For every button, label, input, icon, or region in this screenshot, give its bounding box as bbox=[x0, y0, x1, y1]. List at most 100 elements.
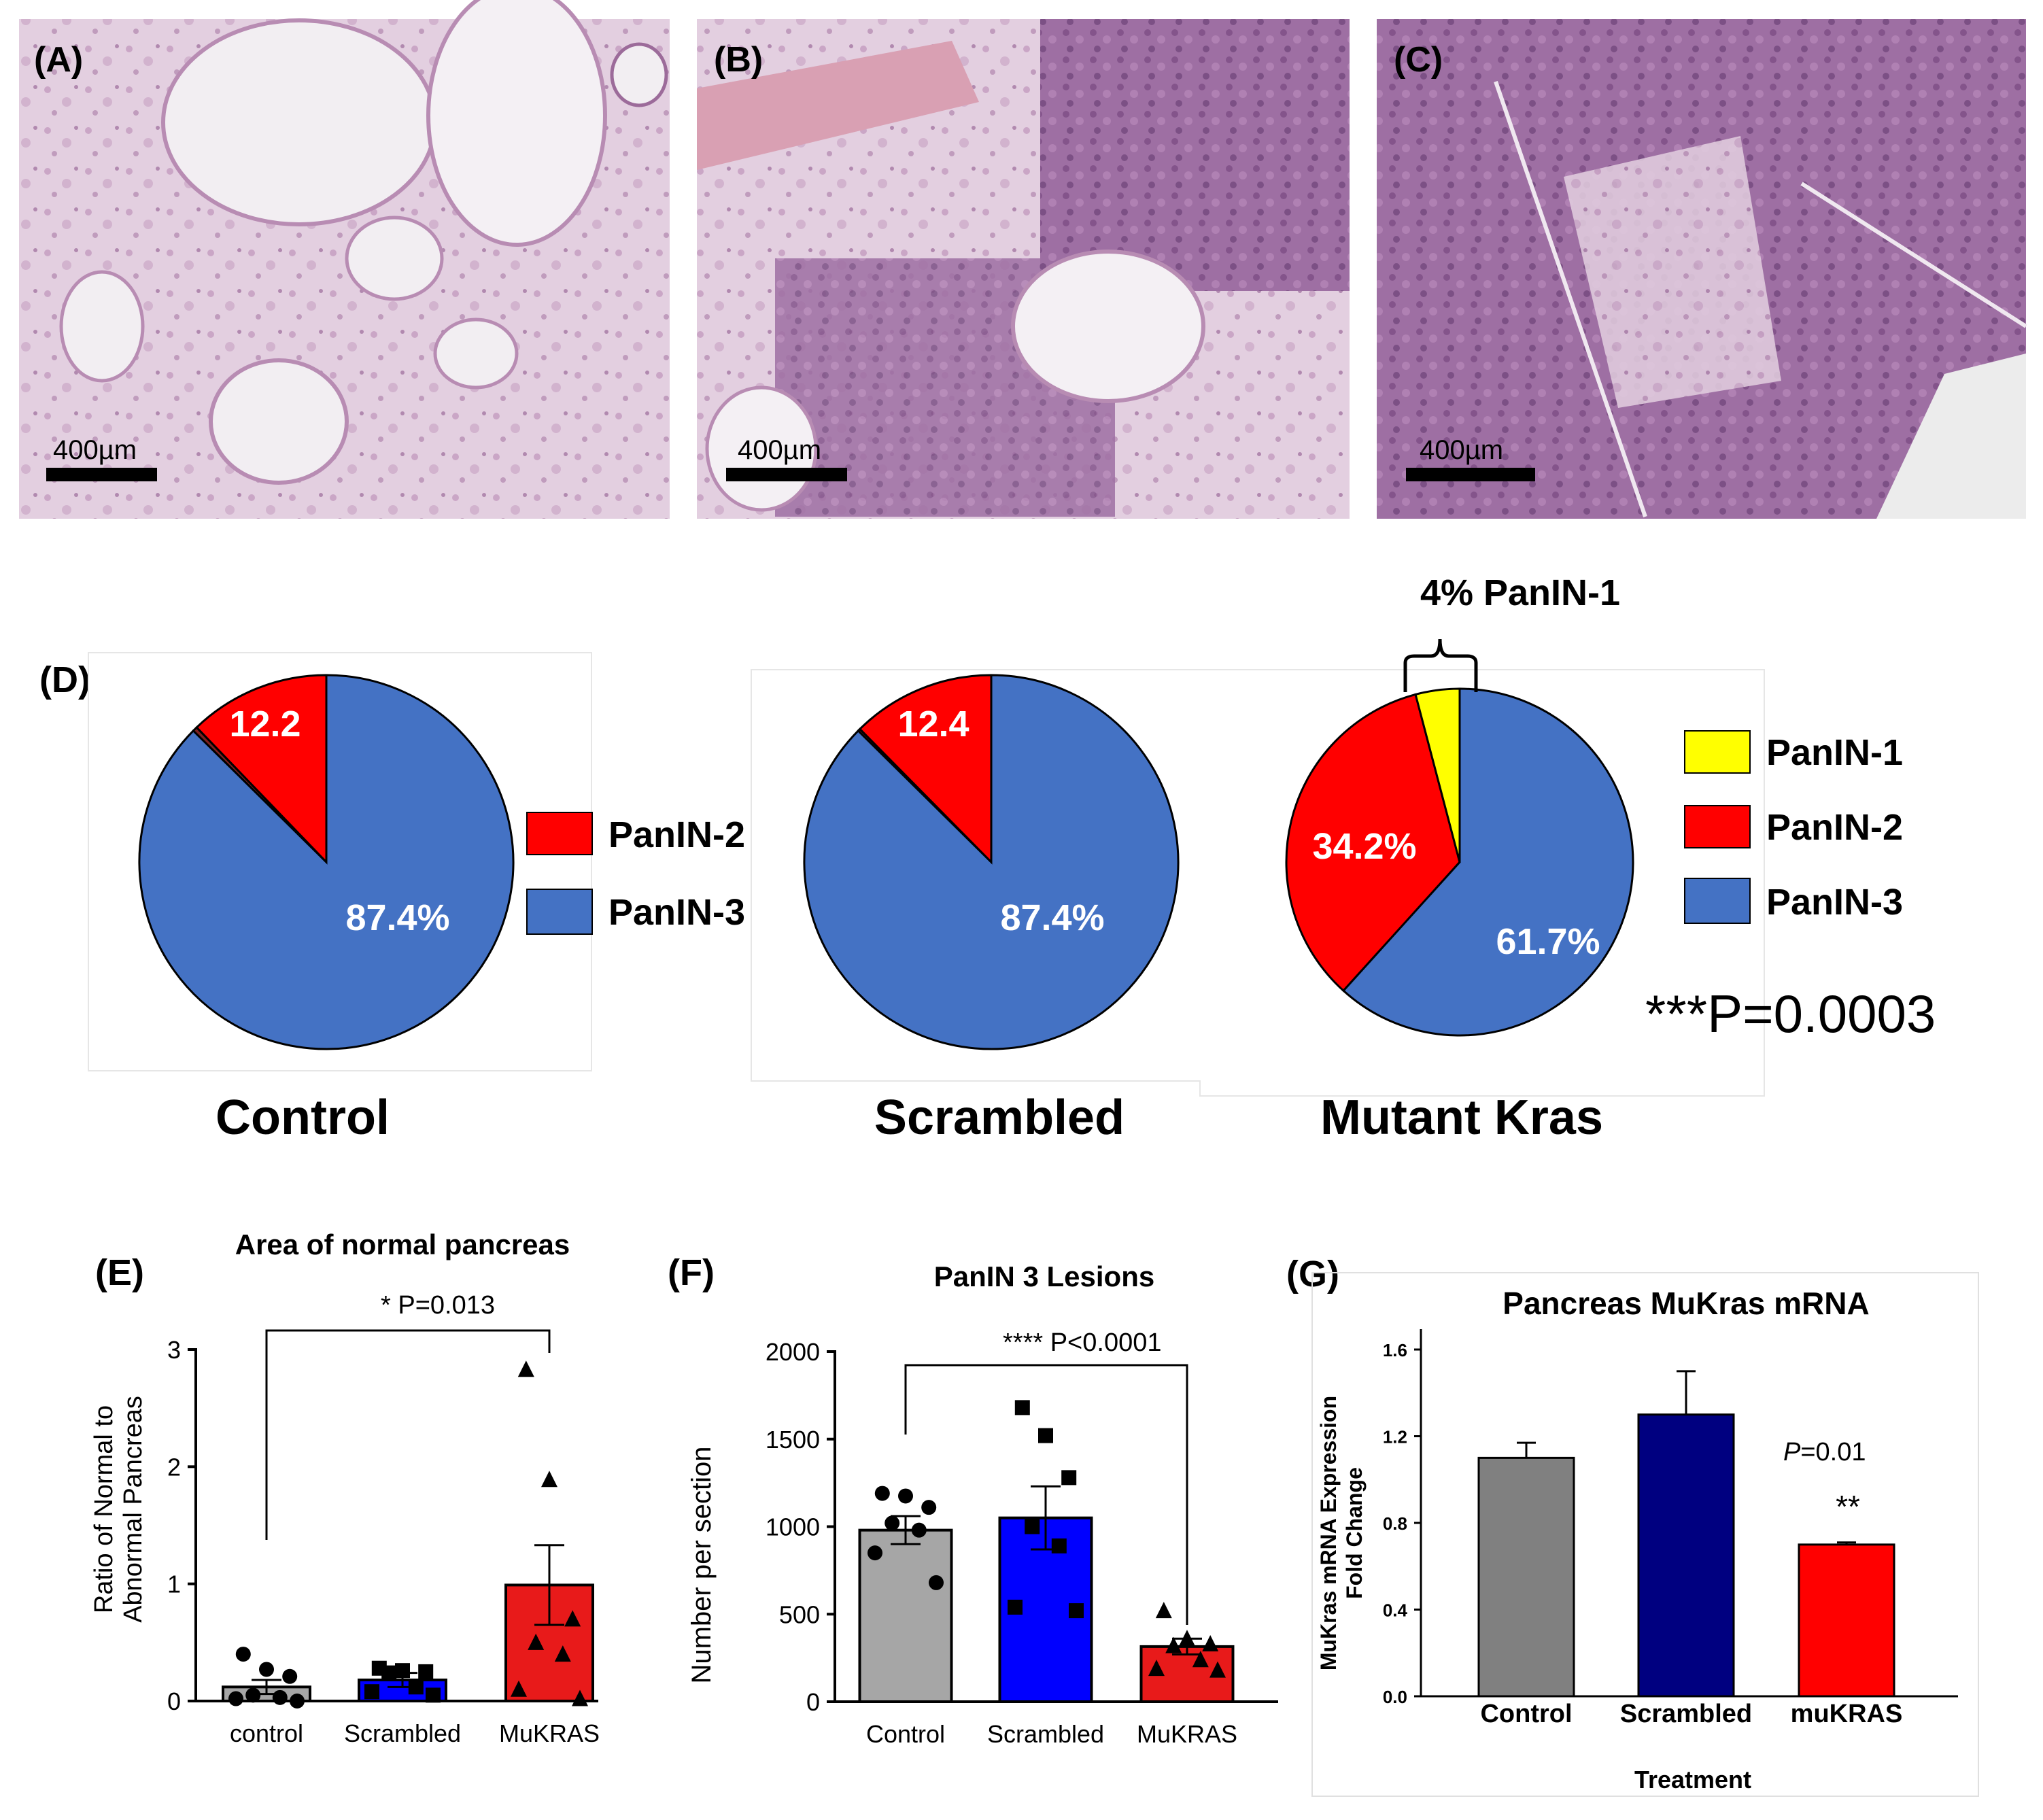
data-point-control bbox=[874, 1486, 890, 1501]
legend-label-panin2-right: PanIN-2 bbox=[1766, 807, 1903, 848]
x-tick-label: Control bbox=[1480, 1700, 1572, 1728]
data-point-mukras bbox=[541, 1471, 557, 1488]
pie-brace bbox=[1403, 638, 1478, 692]
x-tick-label: Scrambled bbox=[1620, 1700, 1752, 1728]
scale-bar-b-label: 400µm bbox=[738, 435, 821, 465]
micrograph-a: (A) 400µm bbox=[19, 0, 670, 519]
data-point-mukras bbox=[1202, 1635, 1219, 1652]
panel-f: (F) PanIN 3 Lesions 0 500 1000 1500 2000 Cont… bbox=[668, 1252, 1278, 1748]
data-point-control bbox=[259, 1662, 274, 1677]
data-point-mukras bbox=[1179, 1630, 1195, 1647]
y-tick-label: 1500 bbox=[766, 1426, 820, 1454]
micrograph-a-label: (A) bbox=[34, 40, 83, 80]
y-tick-label: 0.0 bbox=[1383, 1687, 1407, 1707]
chart-f-sig-label: **** P<0.0001 bbox=[1003, 1328, 1161, 1357]
x-tick-label: Scrambled bbox=[344, 1719, 461, 1747]
data-point-scrambled bbox=[1025, 1519, 1040, 1534]
y-tick-label: 2000 bbox=[766, 1338, 820, 1366]
legend-swatch-panin2-right bbox=[1684, 805, 1751, 848]
chart-g-ylabel-1: MuKras mRNA Expression bbox=[1316, 1396, 1341, 1670]
bar-chart-f: 0 500 1000 1500 2000 Control Scrambled MuKRAS bbox=[766, 1338, 1278, 1748]
significance-bracket bbox=[904, 1364, 1188, 1625]
data-point-mukras bbox=[517, 1360, 534, 1377]
chart-g-sig-label: ** bbox=[1836, 1489, 1860, 1524]
pie-slice-panin-2 bbox=[1285, 693, 1461, 993]
panel-d-label: (D) bbox=[39, 659, 90, 700]
chart-g-p-value: =0.01 bbox=[1800, 1438, 1866, 1466]
data-point-control bbox=[911, 1522, 927, 1538]
scale-bar-c-label: 400µm bbox=[1420, 435, 1503, 465]
x-tick-label: MuKRAS bbox=[1137, 1720, 1237, 1748]
data-point-scrambled bbox=[364, 1684, 379, 1700]
data-point-mukras bbox=[1192, 1651, 1209, 1668]
data-point-control bbox=[245, 1687, 261, 1703]
data-point-scrambled bbox=[1008, 1599, 1023, 1615]
data-point-scrambled bbox=[1069, 1603, 1084, 1619]
chart-f-ylabel: Number per section bbox=[687, 1446, 717, 1683]
data-point-control bbox=[282, 1668, 298, 1684]
pie-slice-panin-2 bbox=[195, 674, 328, 865]
pie-label-panin-3: 61.7% bbox=[1496, 921, 1600, 962]
y-tick-label: 1.2 bbox=[1383, 1427, 1407, 1447]
pie-slice-panin-1 bbox=[1414, 687, 1461, 863]
panel-e-label: (E) bbox=[95, 1252, 144, 1293]
data-point-mukras bbox=[1165, 1636, 1182, 1653]
data-point-scrambled bbox=[1014, 1400, 1030, 1415]
legend-label-panin3-right: PanIN-3 bbox=[1766, 882, 1903, 923]
legend-label-panin2-left: PanIN-2 bbox=[608, 814, 745, 855]
legend-swatch-panin3-right bbox=[1684, 878, 1751, 924]
x-tick-label: Control bbox=[866, 1720, 945, 1748]
pie-label-panin-3: 87.4% bbox=[1000, 897, 1104, 938]
chart-e-sig-label: * P=0.013 bbox=[381, 1291, 495, 1320]
scale-bar-c bbox=[1406, 468, 1535, 481]
data-point-scrambled bbox=[1038, 1428, 1053, 1443]
data-point-mukras bbox=[564, 1610, 581, 1627]
chart-g-ylabel-2: Fold Change bbox=[1342, 1467, 1367, 1599]
bar-scrambled bbox=[1637, 1413, 1735, 1698]
panel-f-label: (F) bbox=[668, 1252, 715, 1293]
data-point-control bbox=[868, 1545, 882, 1561]
bar-chart-e: 0 1 2 3 control Scrambled MuKRAS bbox=[167, 1329, 600, 1747]
significance-bracket bbox=[265, 1329, 551, 1540]
micrograph-c-label: (C) bbox=[1394, 40, 1443, 80]
pie-title-mutant-kras: Mutant Kras bbox=[1320, 1091, 1603, 1145]
y-tick-label: 0 bbox=[806, 1688, 820, 1716]
y-tick-label: 0.4 bbox=[1383, 1600, 1408, 1621]
y-tick-label: 0.8 bbox=[1383, 1513, 1407, 1534]
pie-p-value: ***P=0.0003 bbox=[1645, 984, 1936, 1044]
data-point-mukras bbox=[1155, 1602, 1172, 1619]
x-tick-label: MuKRAS bbox=[499, 1719, 600, 1747]
chart-g-p-label: P=0.01 bbox=[1783, 1438, 1866, 1466]
data-point-control bbox=[228, 1691, 243, 1706]
panel-g: (G) Pancreas MuKras mRNA 0.00.40.81.21.6… bbox=[1286, 1254, 1979, 1797]
bar-control bbox=[1477, 1456, 1575, 1698]
y-tick-label: 1.6 bbox=[1383, 1340, 1407, 1360]
data-point-mukras bbox=[511, 1680, 527, 1697]
y-tick-label: 1000 bbox=[766, 1513, 820, 1541]
micrograph-c: (C) 400µm bbox=[1377, 19, 2027, 519]
pie-title-control: Control bbox=[216, 1091, 390, 1145]
pie-title-scrambled: Scrambled bbox=[874, 1091, 1124, 1145]
pie-slice-panin-2 bbox=[858, 674, 993, 865]
y-tick-label: 1 bbox=[167, 1570, 181, 1598]
legend-swatch-panin1 bbox=[1684, 730, 1751, 774]
legend-swatch-panin3-left bbox=[526, 889, 593, 935]
data-point-control bbox=[290, 1694, 305, 1709]
data-point-scrambled bbox=[408, 1679, 424, 1695]
micrograph-b-label: (B) bbox=[714, 40, 763, 80]
data-point-mukras bbox=[554, 1645, 571, 1662]
data-point-control bbox=[921, 1500, 937, 1515]
data-point-scrambled bbox=[1051, 1538, 1067, 1553]
scale-bar-b bbox=[726, 468, 847, 481]
chart-f-title: PanIN 3 Lesions bbox=[934, 1260, 1154, 1292]
legend-swatch-panin2-left bbox=[526, 812, 593, 855]
micrograph-b: (B) 400µm bbox=[697, 19, 1350, 519]
data-point-scrambled bbox=[395, 1663, 410, 1679]
data-point-control bbox=[885, 1515, 900, 1531]
panel-e: (E) Area of normal pancreas 0 1 2 3 control S… bbox=[90, 1229, 600, 1747]
pie-brace-label: 4% PanIN-1 bbox=[1420, 572, 1620, 613]
legend-label-panin1: PanIN-1 bbox=[1766, 732, 1903, 773]
pie-chart-scrambled: 12.4 87.4% bbox=[803, 674, 1180, 1050]
data-point-control bbox=[235, 1647, 251, 1662]
pie-chart-control: 12.2 87.4% bbox=[138, 674, 515, 1050]
